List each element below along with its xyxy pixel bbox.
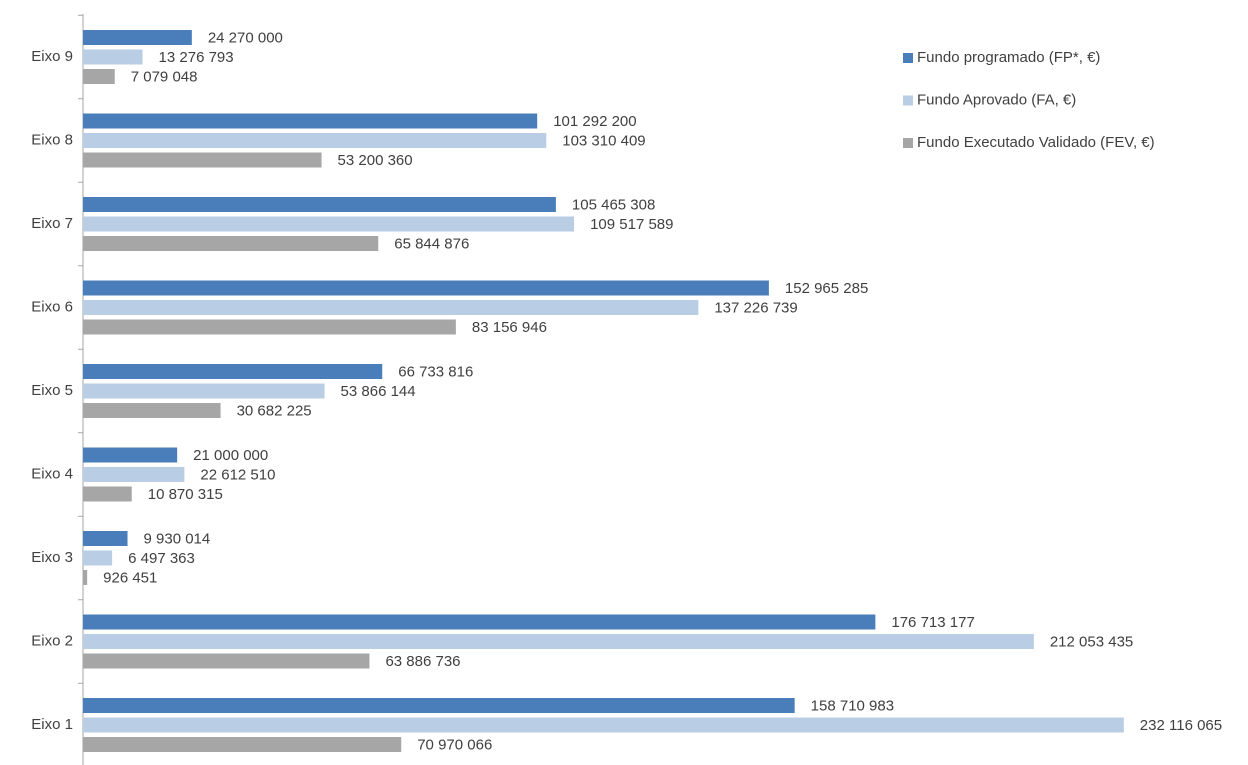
value-label: 30 682 225 [237,402,312,419]
bar [83,698,795,713]
legend-swatch [903,138,913,148]
bar [83,133,547,148]
value-label: 65 844 876 [394,235,469,252]
bar [83,280,769,296]
y-tick-label: Eixo 8 [31,131,73,148]
y-tick-label: Eixo 7 [31,215,73,232]
bar [83,300,699,315]
bar [83,197,556,212]
y-tick-label: Eixo 1 [31,716,73,733]
bar [83,152,322,168]
bar [83,113,538,129]
value-label: 53 866 144 [341,383,416,400]
bar [83,216,575,232]
y-tick-label: Eixo 6 [31,298,73,315]
value-label: 83 156 946 [472,319,547,336]
bar [83,570,88,585]
value-label: 137 226 739 [714,299,797,316]
bar [83,531,128,546]
value-label: 9 930 014 [144,530,211,547]
value-label: 13 276 793 [159,49,234,66]
bar [83,30,192,45]
value-label: 926 451 [103,569,157,586]
value-label: 6 497 363 [128,550,195,567]
bar [83,383,325,399]
y-tick-label: Eixo 9 [31,48,73,65]
y-tick-label: Eixo 3 [31,549,73,566]
value-label: 158 710 983 [811,697,894,714]
value-label: 22 612 510 [200,466,275,483]
bar [83,319,456,335]
value-label: 10 870 315 [148,486,223,503]
bar [83,486,132,502]
bar [83,737,402,752]
y-tick-label: Eixo 5 [31,382,73,399]
value-label: 176 713 177 [891,614,974,631]
legend-label: Fundo programado (FP*, €) [917,49,1100,66]
value-label: 63 886 736 [385,653,460,670]
y-tick-label: Eixo 2 [31,632,73,649]
legend-label: Fundo Aprovado (FA, €) [917,91,1076,108]
value-label: 212 053 435 [1050,633,1133,650]
bar [83,69,115,84]
legend-swatch [903,53,913,63]
value-label: 152 965 285 [785,280,868,297]
bar [83,403,221,418]
value-label: 101 292 200 [553,113,636,130]
bar [83,634,1034,649]
value-label: 105 465 308 [572,196,655,213]
value-label: 21 000 000 [193,447,268,464]
bar [83,614,876,630]
value-label: 7 079 048 [131,68,198,85]
bar [83,236,379,251]
value-label: 24 270 000 [208,29,283,46]
legend-swatch [903,95,913,106]
bar [83,717,1124,733]
legend-label: Fundo Executado Validado (FEV, €) [917,134,1155,151]
bar [83,49,143,65]
value-label: 53 200 360 [338,152,413,169]
bar [83,447,178,463]
bar [83,550,113,566]
bar [83,467,185,482]
value-label: 66 733 816 [398,363,473,380]
value-label: 109 517 589 [590,216,673,233]
value-label: 103 310 409 [562,132,645,149]
value-label: 70 970 066 [417,736,492,753]
bar [83,653,370,669]
bar [83,364,383,379]
y-tick-label: Eixo 4 [31,465,73,482]
value-label: 232 116 065 [1140,717,1222,734]
